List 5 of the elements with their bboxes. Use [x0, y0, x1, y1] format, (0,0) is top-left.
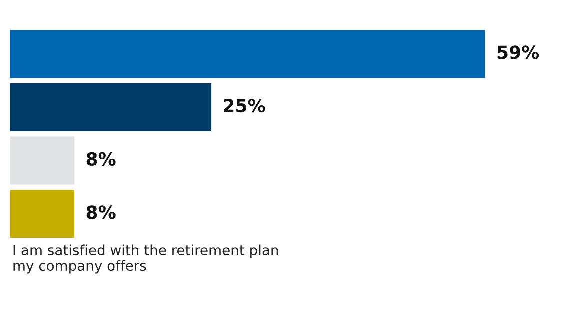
data-label: 59%	[498, 46, 540, 60]
text: I am satisfied with the retirement plan my company offers	[14, 244, 278, 274]
data-label: 8%	[86, 152, 116, 166]
data-label: 8%	[86, 206, 116, 220]
data-label: 25%	[224, 98, 266, 113]
